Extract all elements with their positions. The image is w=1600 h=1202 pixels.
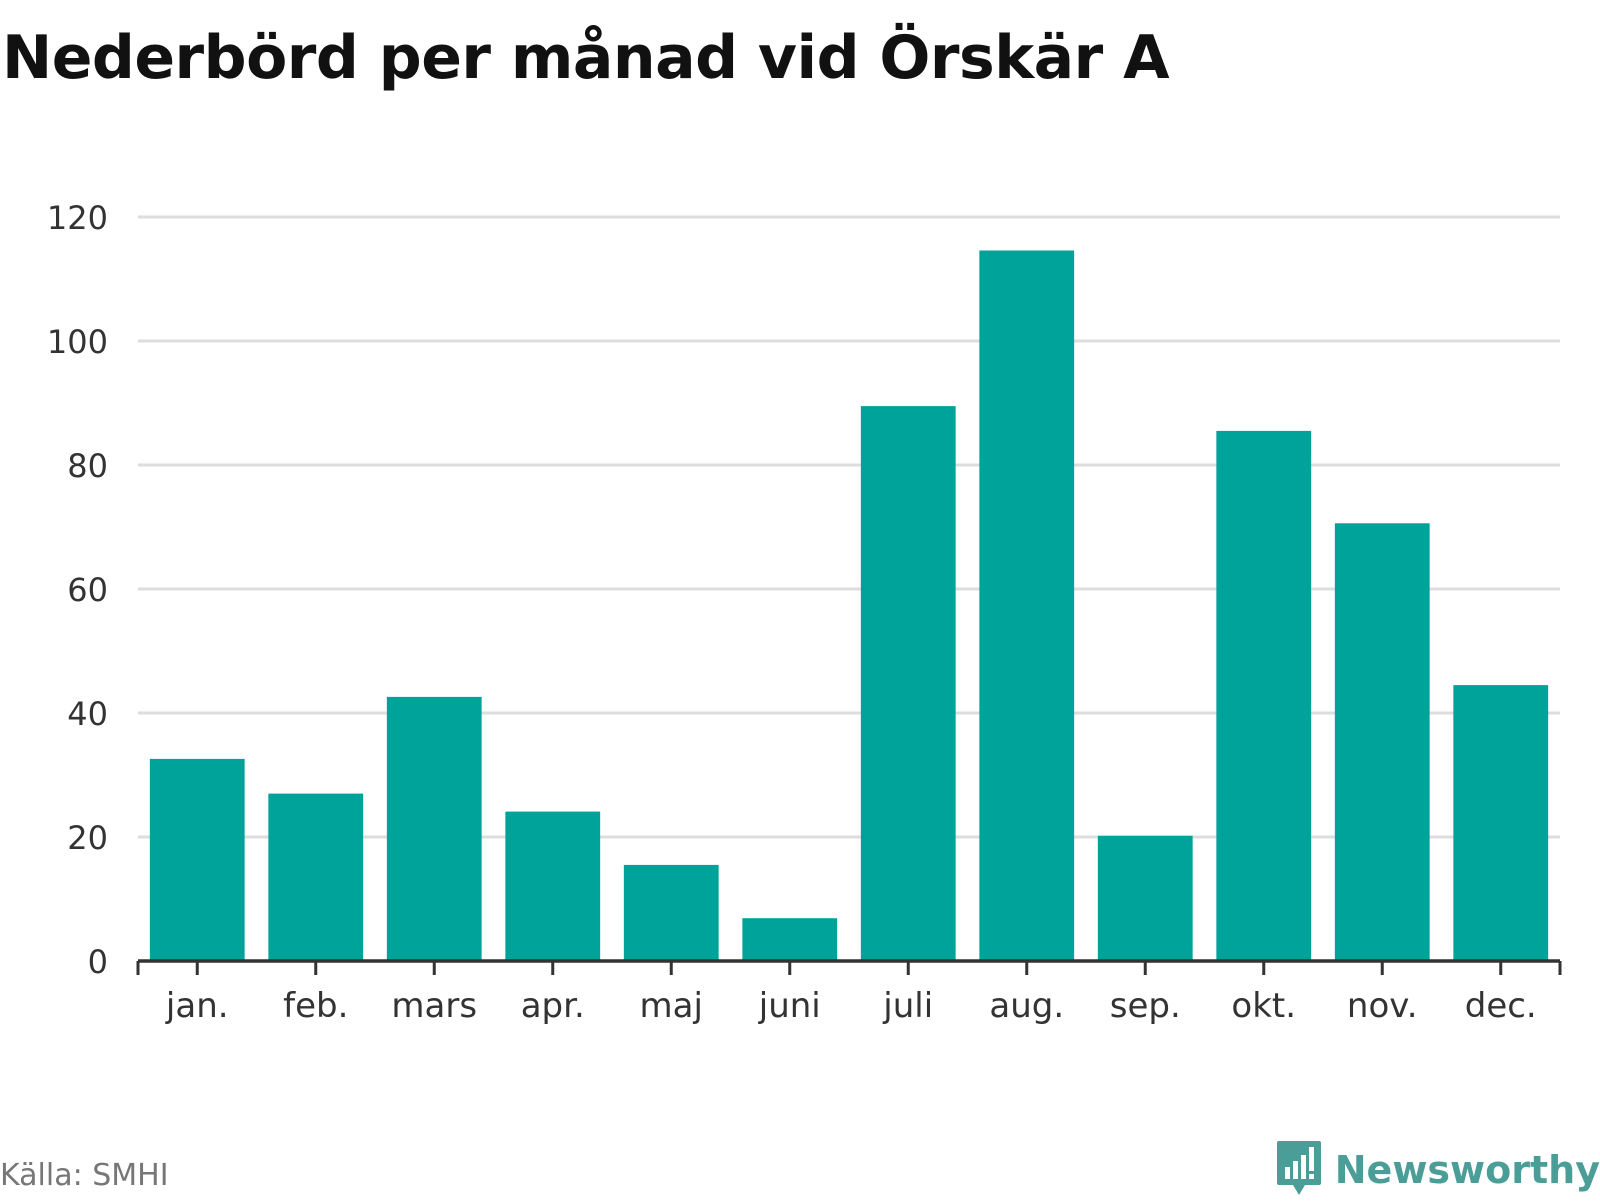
x-tick-label-5: juni [758,986,821,1026]
x-tick-label-4: maj [640,986,703,1026]
x-tick-label-1: feb. [283,986,348,1026]
x-tick-label-3: apr. [521,986,585,1026]
x-tick-label-6: juli [882,986,933,1026]
bar-6 [860,406,956,962]
y-tick-label-0: 0 [88,943,108,981]
x-axis-ticks: jan. feb. mars apr. maj juni juli aug. sep. okt. n… [165,986,1537,1026]
bar-3 [505,811,601,961]
bar-1 [268,793,364,961]
brand-name: Newsworthy [1334,1148,1600,1192]
bar-5 [742,918,838,961]
x-tick-label-10: nov. [1347,986,1418,1026]
bar-4 [623,864,719,961]
y-tick-label-2: 40 [67,695,108,733]
x-tick-label-2: mars [391,986,477,1026]
y-tick-label-3: 60 [67,571,108,609]
y-tick-label-6: 120 [47,199,108,237]
bar-2 [386,696,482,961]
brand-logo: Newsworthy [1275,1138,1600,1202]
x-tick-label-7: aug. [989,986,1064,1026]
newsworthy-icon [1276,1141,1321,1195]
bar-8 [1097,835,1193,961]
x-axis [136,959,1562,975]
x-tick-label-0: jan. [165,986,229,1026]
bar-7 [979,250,1075,962]
x-tick-label-11: dec. [1465,986,1537,1026]
chart-title: Nederbörd per månad vid Örskär A [2,23,1170,93]
grid-lines [138,215,1560,839]
bar-10 [1334,523,1430,961]
bar-11 [1453,685,1549,961]
x-tick-label-8: sep. [1110,986,1181,1026]
y-axis-ticks: 0 20 40 60 80 100 120 [47,199,108,981]
x-tick-label-9: okt. [1231,986,1296,1026]
bars [149,250,1549,962]
bar-0 [149,758,245,961]
y-tick-label-5: 100 [47,323,108,361]
bar-9 [1216,430,1312,961]
source-note: Källa: SMHI [0,1158,169,1193]
y-tick-label-4: 80 [67,447,108,485]
y-tick-label-1: 20 [67,819,108,857]
